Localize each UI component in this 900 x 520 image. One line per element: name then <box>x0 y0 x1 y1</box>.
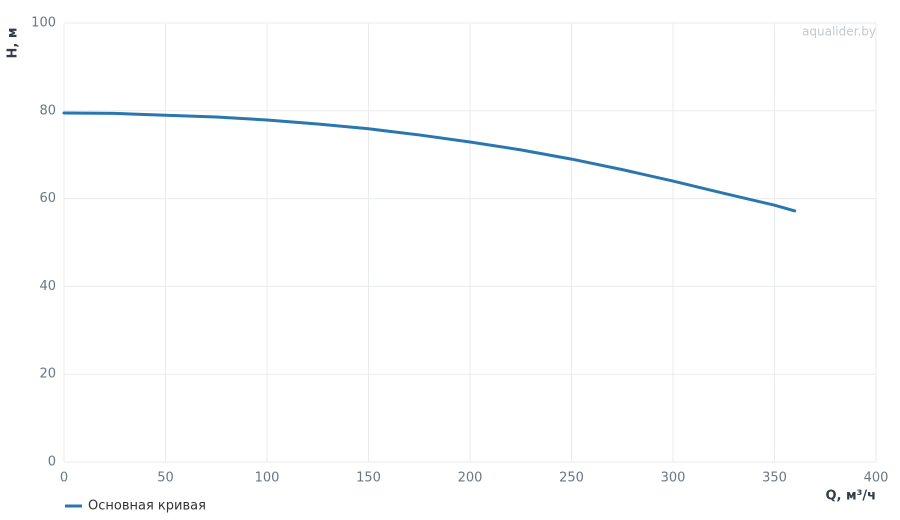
x-axis-title: Q, м³/ч <box>825 489 876 504</box>
x-tick-label: 300 <box>661 471 686 486</box>
x-tick-label: 200 <box>458 471 483 486</box>
x-tick-label: 400 <box>864 471 889 486</box>
legend-label: Основная кривая <box>88 499 206 514</box>
y-tick-label: 60 <box>39 191 56 206</box>
x-tick-label: 50 <box>157 471 174 486</box>
y-tick-label: 40 <box>39 279 56 294</box>
x-tick-label: 250 <box>559 471 584 486</box>
x-tick-label: 100 <box>255 471 280 486</box>
y-tick-label: 0 <box>48 455 56 470</box>
x-tick-label: 0 <box>60 471 68 486</box>
y-axis-title: H, м <box>6 28 21 59</box>
watermark: aqualider.by <box>802 25 876 39</box>
y-tick-label: 80 <box>39 103 56 118</box>
x-tick-label: 150 <box>356 471 381 486</box>
x-tick-label: 350 <box>762 471 787 486</box>
y-tick-label: 100 <box>31 16 56 31</box>
line <box>62 111 797 213</box>
y-tick-label: 20 <box>39 367 56 382</box>
